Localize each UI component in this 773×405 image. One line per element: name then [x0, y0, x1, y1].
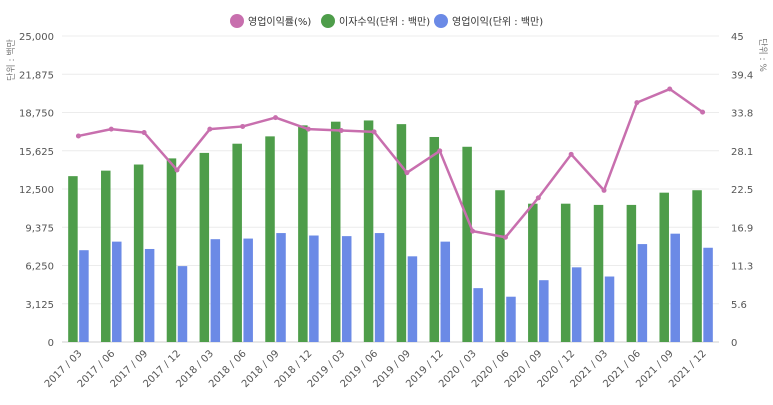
- operating-profit-bar: [276, 233, 286, 342]
- grid: [62, 35, 719, 343]
- legend-label: 이자수익(단위 : 백만): [339, 15, 430, 28]
- margin-point: [305, 126, 311, 132]
- interest-income-bar: [495, 190, 505, 342]
- margin-point: [700, 109, 706, 115]
- left-tick-label: 0: [48, 338, 54, 349]
- interest-income-bar: [68, 176, 78, 342]
- interest-income-bar: [101, 170, 111, 342]
- interest-income-bar: [593, 204, 604, 342]
- legend-label: 영업이익(단위 : 백만): [452, 15, 543, 28]
- interest-income-bar: [265, 136, 275, 342]
- interest-income-bar: [528, 203, 538, 342]
- margin-point: [437, 148, 443, 154]
- operating-profit-bar: [243, 238, 253, 342]
- operating-profit-bar: [703, 247, 713, 342]
- operating-profit-bar: [210, 239, 221, 342]
- operating-profit-bar: [604, 276, 615, 342]
- margin-point: [273, 115, 279, 121]
- interest-income-bar: [363, 120, 374, 343]
- left-axis: 단위 : 백만 0 3,125 6,250 9,375 12,500 15,625 18,7…: [6, 32, 54, 349]
- margin-point: [371, 129, 377, 135]
- left-tick-label: 9,375: [25, 223, 54, 234]
- right-tick-label: 28.1: [731, 147, 753, 158]
- operating-profit-bar: [112, 241, 122, 342]
- operating-profit-bar: [571, 267, 582, 342]
- right-tick-label: 33.8: [731, 109, 753, 120]
- margin-point: [75, 133, 81, 139]
- legend-marker: [230, 14, 244, 28]
- margin-point: [470, 228, 476, 234]
- interest-income-bar: [298, 125, 308, 343]
- operating-profit-bar: [473, 288, 483, 342]
- margin-line: [78, 87, 704, 239]
- right-tick-label: 45: [731, 32, 744, 43]
- right-axis-title: 단위 : %: [757, 38, 768, 72]
- interest-income-bar: [560, 203, 571, 342]
- operating-profit-bar: [374, 233, 385, 342]
- legend-marker: [434, 14, 448, 28]
- margin-point: [535, 195, 541, 201]
- right-tick-label: 0: [731, 338, 737, 349]
- right-tick-label: 5.6: [731, 300, 747, 311]
- operating-profit-bar: [309, 235, 319, 342]
- operating-profit-bar: [79, 250, 89, 342]
- operating-profit-bar: [341, 236, 352, 342]
- interest-income-bar: [626, 204, 637, 342]
- left-tick-label: 6,250: [25, 262, 54, 273]
- margin-point: [141, 130, 147, 136]
- margin-point: [338, 128, 344, 134]
- interest-income-bar: [659, 192, 669, 342]
- interest-income-bar: [133, 164, 144, 342]
- right-tick-label: 39.4: [731, 70, 753, 81]
- right-tick-label: 22.5: [731, 185, 753, 196]
- operating-profit-bar: [637, 244, 648, 342]
- left-tick-label: 25,000: [19, 32, 54, 43]
- interest-income-bar: [166, 158, 177, 342]
- operating-profit-bar: [506, 296, 516, 342]
- operating-profit-bar: [177, 266, 188, 342]
- operating-profit-bar: [440, 241, 451, 342]
- left-tick-label: 15,625: [19, 147, 54, 158]
- interest-income-bar: [232, 143, 242, 342]
- interest-income-bar: [330, 121, 341, 343]
- operating-profit-bar: [539, 280, 549, 342]
- left-axis-title: 단위 : 백만: [6, 39, 17, 81]
- margin-point: [240, 123, 246, 129]
- interest-income-bar: [396, 124, 407, 343]
- margin-point: [174, 167, 180, 173]
- operating-profit-bar: [144, 248, 155, 342]
- margin-point: [568, 151, 574, 157]
- right-tick-label: 11.3: [731, 262, 753, 273]
- margin-point: [108, 126, 114, 132]
- left-tick-label: 3,125: [25, 300, 54, 311]
- right-tick-label: 16.9: [731, 223, 753, 234]
- interest-income-bar: [199, 152, 210, 342]
- bars: [68, 120, 713, 343]
- operating-profit-bar: [407, 256, 418, 342]
- margin-point: [667, 86, 673, 92]
- margin-point: [634, 100, 640, 106]
- legend-marker: [321, 14, 335, 28]
- margin-point: [404, 170, 410, 176]
- left-tick-label: 12,500: [19, 185, 54, 196]
- interest-income-bar: [692, 190, 702, 342]
- line-series: [75, 86, 706, 240]
- margin-point: [207, 126, 213, 132]
- legend: 영업이익률(%) 이자수익(단위 : 백만) 영업이익(단위 : 백만): [230, 14, 543, 28]
- margin-point: [502, 234, 508, 240]
- legend-label: 영업이익률(%): [248, 15, 311, 28]
- left-tick-label: 18,750: [19, 109, 54, 120]
- right-axis: 단위 : % 0 5.6 11.3 16.9 22.5 28.1 33.8 39.4 45: [731, 32, 768, 349]
- operating-profit-bar: [670, 233, 680, 342]
- margin-point: [601, 187, 607, 193]
- interest-income-bar: [462, 146, 472, 342]
- interest-income-bar: [429, 136, 440, 342]
- left-tick-label: 21,875: [19, 70, 54, 81]
